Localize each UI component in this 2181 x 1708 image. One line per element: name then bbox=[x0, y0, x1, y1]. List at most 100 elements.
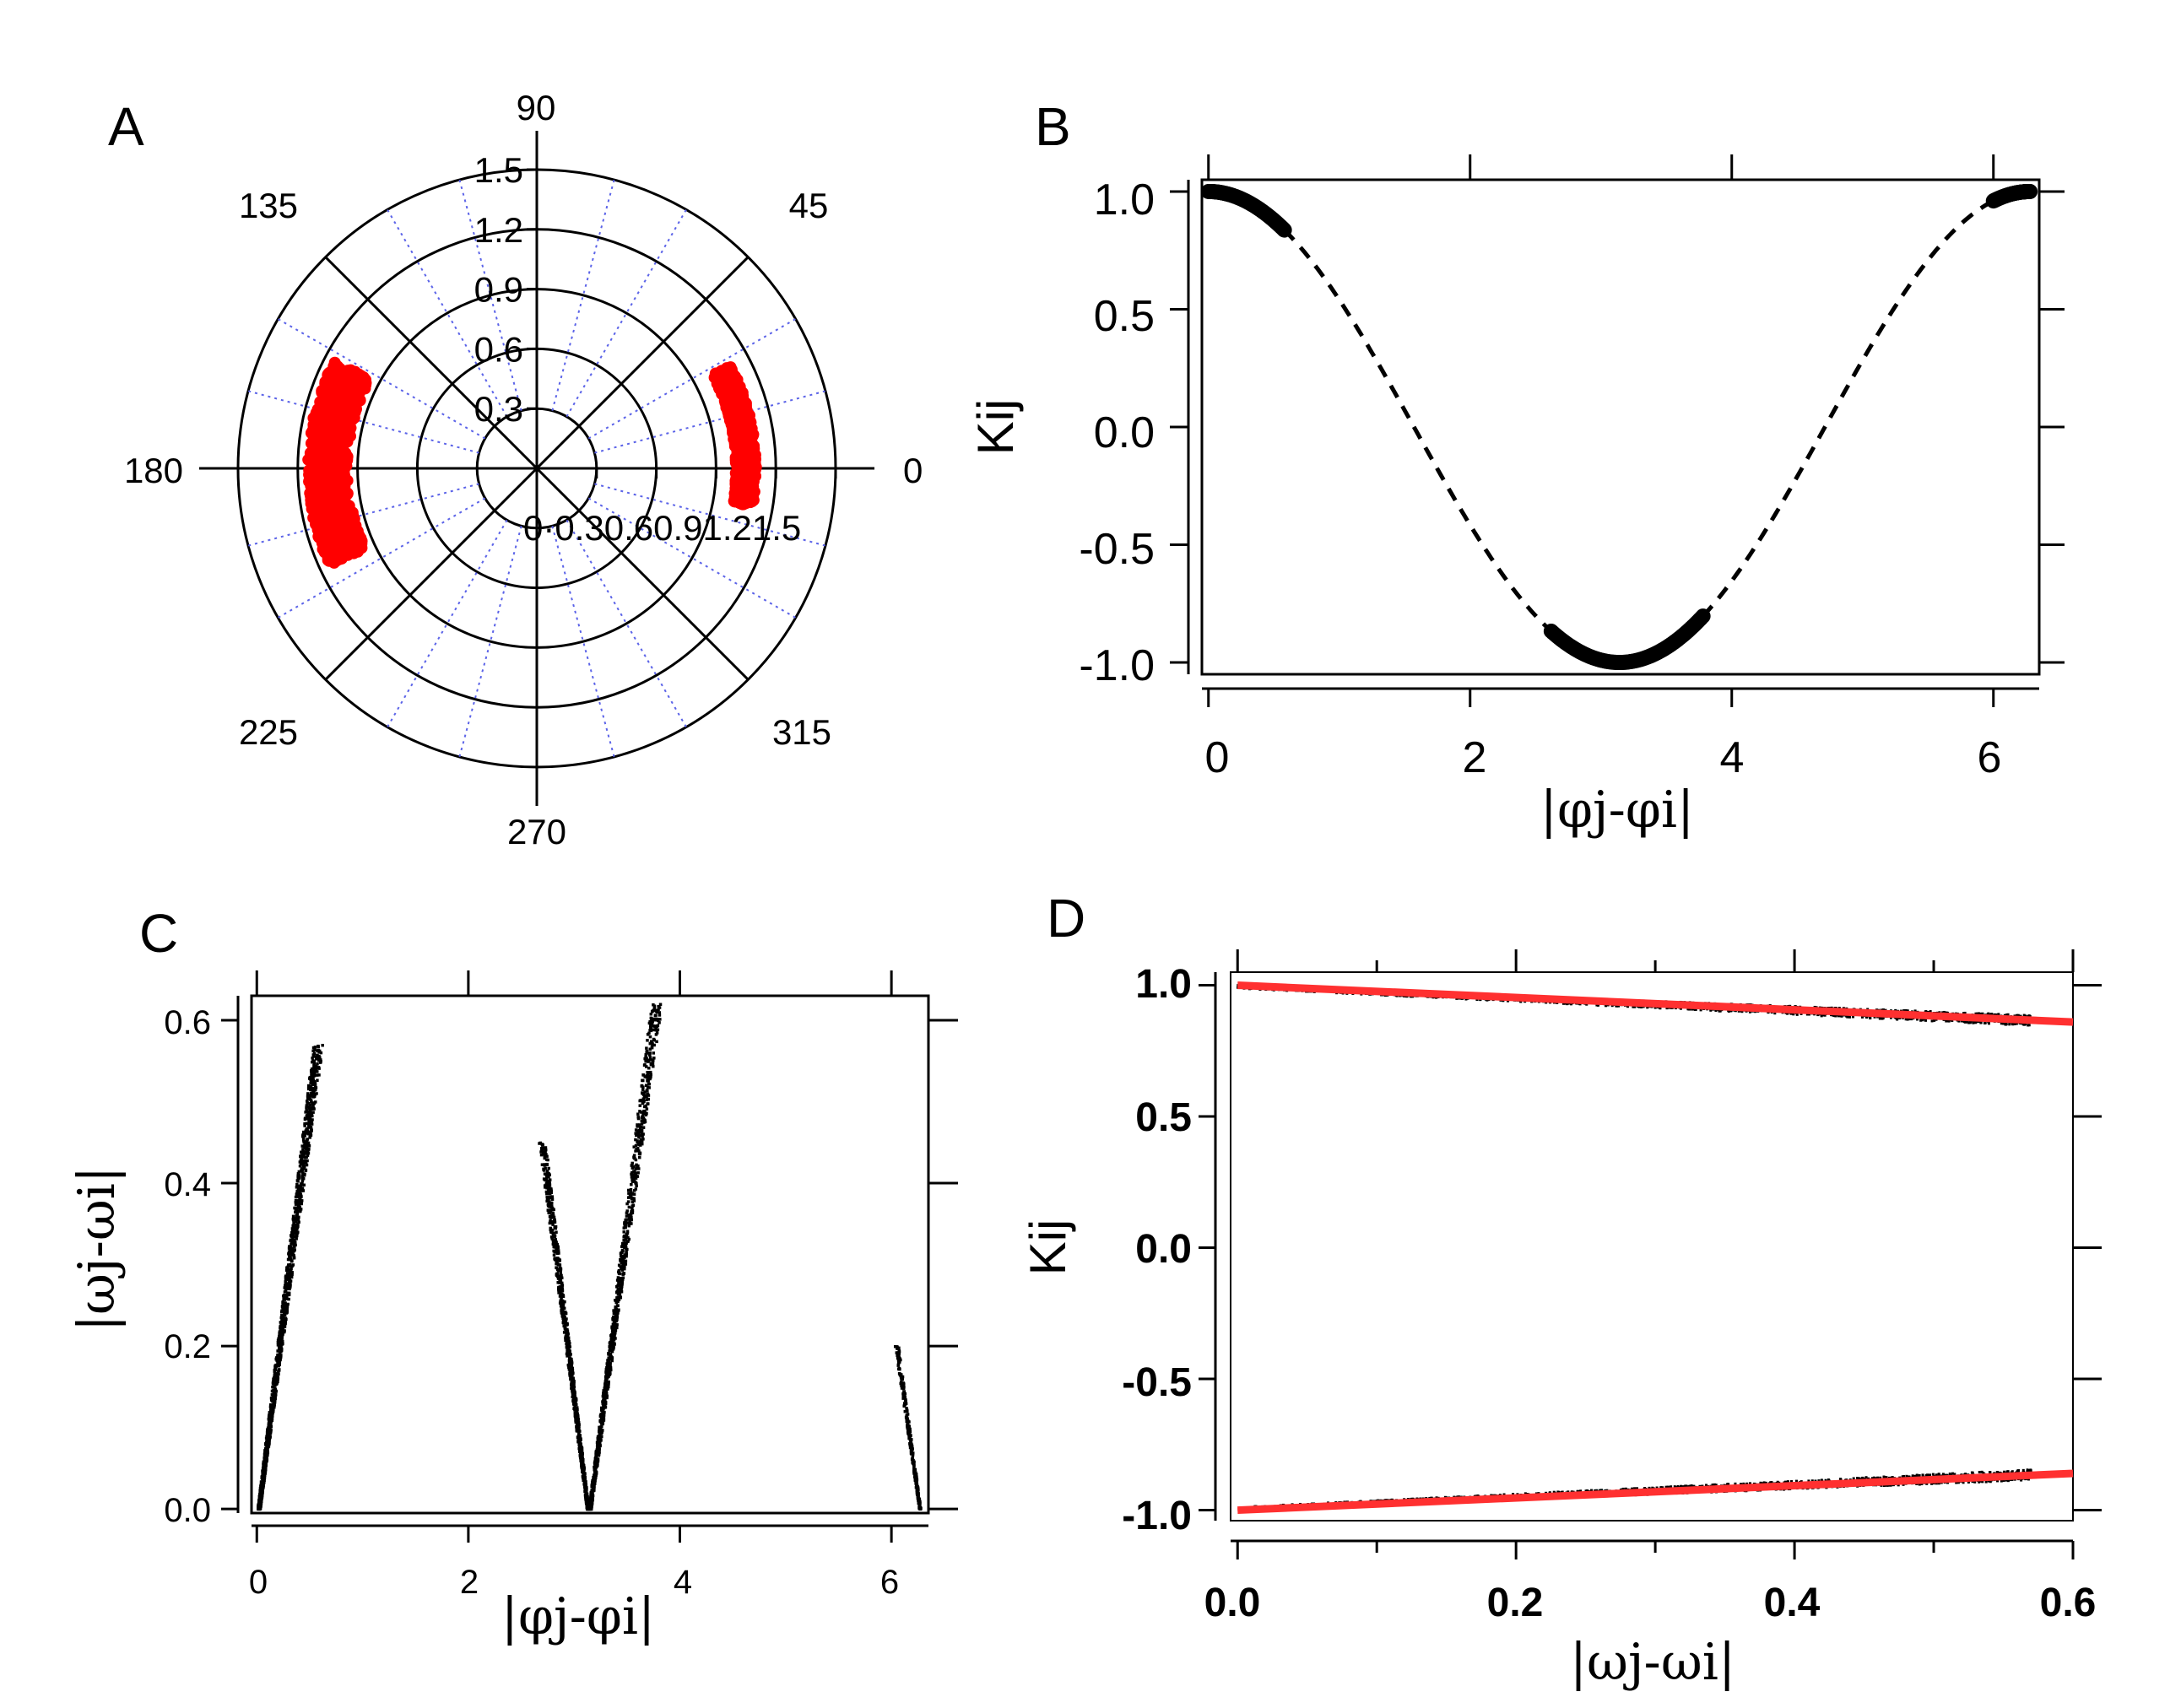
polar-point-cluster-left bbox=[330, 455, 343, 468]
c-point-cluster-1 bbox=[581, 1458, 585, 1462]
c-point-cluster-1 bbox=[569, 1359, 573, 1364]
c-point-cluster-0 bbox=[273, 1379, 278, 1383]
c-point-cluster-2 bbox=[640, 1122, 644, 1126]
c-point-cluster-0 bbox=[316, 1078, 319, 1083]
c-point-cluster-0 bbox=[307, 1077, 311, 1080]
c-point-cluster-1 bbox=[559, 1267, 563, 1271]
c-point-cluster-0 bbox=[286, 1265, 290, 1269]
c-point-cluster-0 bbox=[262, 1460, 267, 1464]
c-point-cluster-0 bbox=[279, 1338, 283, 1341]
c-point-cluster-0 bbox=[304, 1129, 308, 1132]
polar-angle-180: 180 bbox=[124, 451, 183, 490]
c-point-cluster-0 bbox=[265, 1432, 269, 1436]
c-point-cluster-0 bbox=[289, 1239, 292, 1242]
c-point-cluster-1 bbox=[543, 1156, 547, 1160]
c-point-cluster-0 bbox=[289, 1284, 292, 1287]
c-point-cluster-0 bbox=[281, 1330, 285, 1333]
polar-point-cluster-right bbox=[732, 486, 744, 499]
polar-spoke-315 bbox=[535, 467, 750, 681]
c-point-cluster-0 bbox=[303, 1116, 307, 1120]
c-point-cluster-0 bbox=[317, 1054, 321, 1058]
c-point-cluster-1 bbox=[540, 1143, 544, 1146]
c-point-cluster-1 bbox=[584, 1480, 587, 1484]
c-point-cluster-1 bbox=[577, 1433, 581, 1437]
c-point-cluster-1 bbox=[555, 1257, 559, 1261]
polar-point-cluster-right bbox=[730, 454, 743, 467]
c-point-cluster-0 bbox=[286, 1282, 290, 1285]
c-point-cluster-1 bbox=[553, 1242, 556, 1246]
polar-rtick-label: 0.6 bbox=[474, 329, 523, 369]
c-point-cluster-2 bbox=[658, 1003, 663, 1007]
c-point-cluster-0 bbox=[296, 1186, 300, 1191]
c-point-cluster-0 bbox=[268, 1435, 272, 1438]
c-point-cluster-1 bbox=[559, 1299, 562, 1303]
c-point-cluster-0 bbox=[300, 1179, 305, 1182]
panel-b: B 0 2 4 6 1.0 0.5 0.0 -0.5 -1.0 |φj-φi| … bbox=[967, 96, 2065, 840]
polar-point-cluster-right bbox=[733, 417, 745, 430]
c-point-cluster-0 bbox=[283, 1301, 286, 1305]
c-point-cluster-1 bbox=[550, 1208, 555, 1211]
c-point-cluster-0 bbox=[290, 1227, 295, 1230]
c-point-cluster-0 bbox=[260, 1475, 264, 1479]
c-point-cluster-2 bbox=[652, 1003, 655, 1007]
b-dense-point bbox=[2022, 183, 2038, 199]
c-point-cluster-2 bbox=[626, 1200, 630, 1203]
c-point-cluster-0 bbox=[306, 1154, 310, 1157]
c-point-cluster-0 bbox=[294, 1206, 298, 1210]
c-point-cluster-2 bbox=[598, 1426, 603, 1430]
c-point-cluster-2 bbox=[606, 1359, 609, 1363]
polar-point-cluster-left bbox=[346, 519, 359, 532]
c-point-cluster-2 bbox=[627, 1237, 631, 1241]
c-point-cluster-2 bbox=[630, 1204, 635, 1208]
polar-point-cluster-right bbox=[736, 429, 749, 441]
c-point-cluster-1 bbox=[557, 1263, 561, 1267]
c-point-cluster-0 bbox=[276, 1338, 280, 1343]
c-point-cluster-1 bbox=[573, 1396, 576, 1400]
c-point-cluster-0 bbox=[272, 1404, 275, 1408]
c-point-cluster-0 bbox=[279, 1354, 283, 1357]
polar-point-cluster-left bbox=[343, 398, 355, 411]
b-ytick-0.5: 0.5 bbox=[1094, 292, 1155, 341]
c-point-cluster-2 bbox=[630, 1200, 635, 1203]
c-point-cluster-1 bbox=[542, 1167, 546, 1171]
c-point-cluster-0 bbox=[293, 1248, 296, 1252]
c-point-cluster-1 bbox=[557, 1287, 560, 1291]
polar-point-cluster-left bbox=[310, 433, 322, 446]
c-point-cluster-1 bbox=[571, 1383, 574, 1386]
c-point-cluster-0 bbox=[311, 1083, 314, 1087]
c-point-cluster-1 bbox=[560, 1311, 564, 1314]
b-ytick--0.5: -0.5 bbox=[1079, 525, 1155, 574]
c-point-cluster-1 bbox=[562, 1324, 566, 1328]
c-point-cluster-0 bbox=[281, 1316, 284, 1319]
polar-rtick-label: 1.2 bbox=[474, 210, 523, 250]
c-point-cluster-0 bbox=[301, 1137, 306, 1140]
c-point-cluster-1 bbox=[582, 1472, 585, 1475]
c-point-cluster-0 bbox=[306, 1149, 311, 1152]
c-point-cluster-0 bbox=[309, 1088, 312, 1092]
c-point-cluster-1 bbox=[581, 1474, 585, 1478]
c-point-cluster-1 bbox=[568, 1357, 572, 1361]
c-point-cluster-1 bbox=[552, 1245, 555, 1248]
polar-angle-45: 45 bbox=[789, 186, 829, 225]
c-point-cluster-0 bbox=[291, 1251, 295, 1256]
c-point-cluster-0 bbox=[301, 1188, 305, 1192]
c-point-cluster-1 bbox=[561, 1305, 565, 1309]
c-point-cluster-1 bbox=[581, 1451, 584, 1456]
polar-point-cluster-left bbox=[325, 418, 338, 430]
c-point-cluster-0 bbox=[259, 1500, 263, 1504]
data-c bbox=[257, 1003, 923, 1511]
c-point-cluster-1 bbox=[570, 1368, 573, 1371]
c-point-cluster-2 bbox=[617, 1283, 620, 1287]
c-point-cluster-2 bbox=[630, 1208, 635, 1213]
c-point-cluster-0 bbox=[257, 1506, 262, 1510]
c-point-cluster-1 bbox=[554, 1238, 558, 1241]
c-point-cluster-2 bbox=[641, 1085, 645, 1089]
c-point-cluster-1 bbox=[567, 1365, 571, 1370]
polar-point-cluster-right bbox=[733, 473, 745, 485]
c-point-cluster-1 bbox=[553, 1226, 557, 1230]
c-point-cluster-0 bbox=[283, 1297, 287, 1300]
polar-point-cluster-left bbox=[307, 412, 320, 424]
c-point-cluster-1 bbox=[546, 1203, 550, 1206]
c-point-cluster-0 bbox=[294, 1216, 297, 1220]
b-xtick-6: 6 bbox=[1978, 733, 2002, 782]
